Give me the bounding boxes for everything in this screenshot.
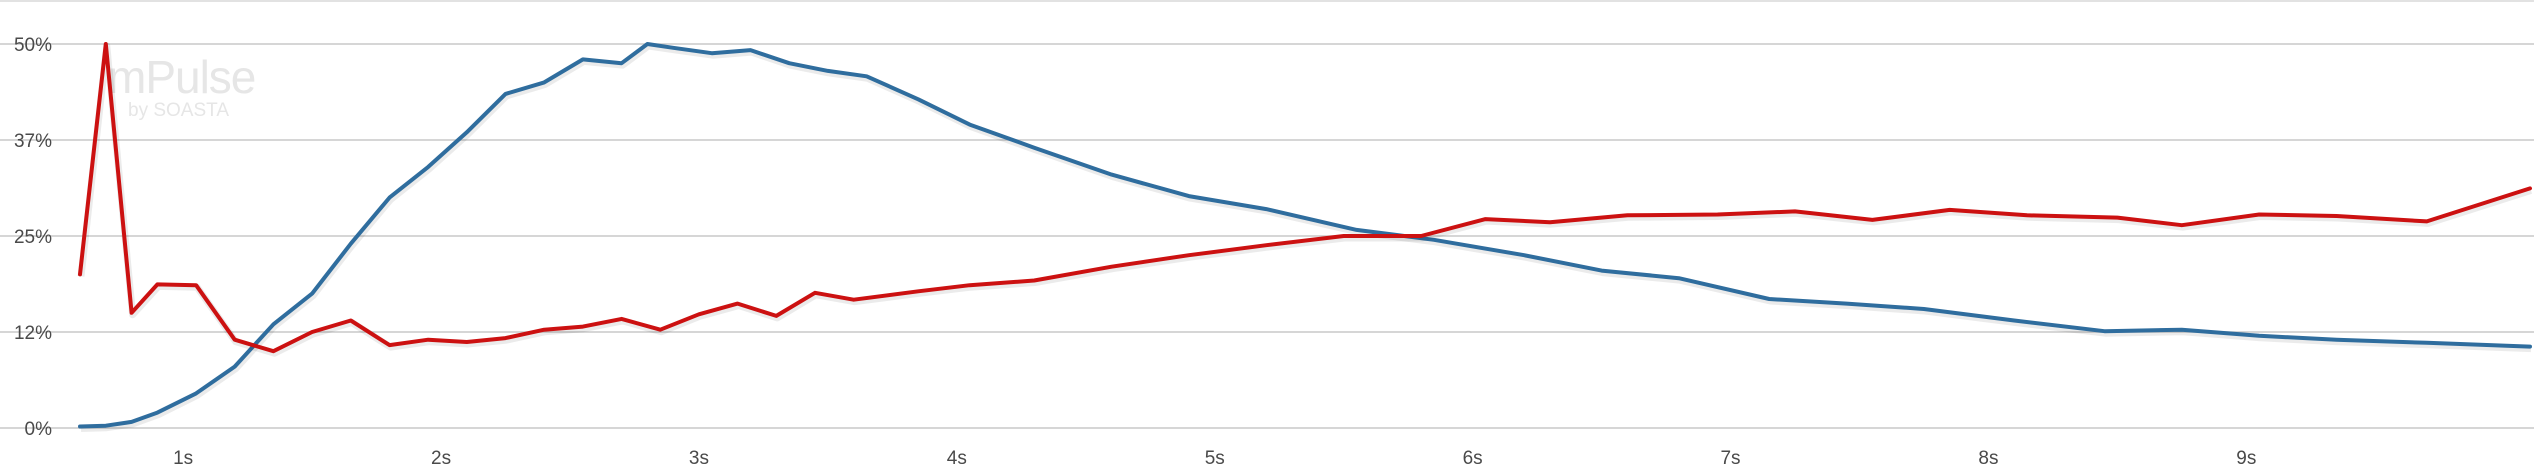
series-lines: [77, 42, 2533, 432]
y-tick-label: 37%: [14, 131, 52, 152]
y-tick-label: 12%: [14, 323, 52, 344]
y-axis-ticks: 0% 12% 25% 37% 50%: [14, 35, 52, 440]
series-line-1: [78, 42, 2532, 354]
x-tick-label: 2s: [431, 448, 451, 469]
mpulse-watermark: mPulse by SOASTA: [108, 51, 256, 121]
x-tick-label: 4s: [947, 448, 967, 469]
x-tick-label: 5s: [1205, 448, 1225, 469]
x-tick-label: 7s: [1720, 448, 1740, 469]
x-axis-ticks: 1s 2s 3s 4s 5s 6s 7s 8s 9s: [173, 448, 2256, 469]
grid-lines: [0, 43, 2534, 429]
y-tick-label: 50%: [14, 35, 52, 56]
watermark-brand: mPulse: [108, 51, 255, 103]
y-tick-label: 25%: [14, 227, 52, 248]
series-line-shadow-0: [80, 42, 2532, 432]
x-tick-label: 3s: [689, 448, 709, 469]
x-tick-label: 8s: [1978, 448, 1998, 469]
watermark-tagline: by SOASTA: [128, 100, 229, 121]
series-line-0: [78, 42, 2532, 429]
x-tick-label: 1s: [173, 448, 193, 469]
y-tick-label: 0%: [25, 419, 53, 440]
x-tick-label: 6s: [1463, 448, 1483, 469]
x-tick-label: 9s: [2236, 448, 2256, 469]
series-line-shadow-1: [77, 42, 2533, 357]
